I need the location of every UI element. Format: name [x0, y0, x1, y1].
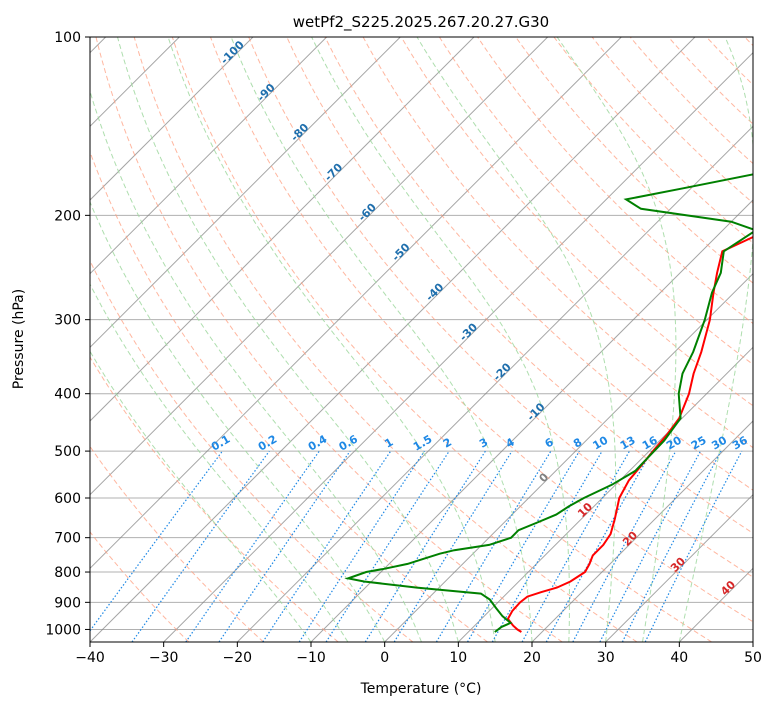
y-tick-label: 300 [54, 313, 81, 329]
y-tick-label: 600 [54, 491, 81, 507]
x-tick-label: 40 [670, 650, 688, 666]
y-tick-label: 1000 [45, 622, 81, 638]
x-tick-label: 10 [449, 650, 467, 666]
x-tick-label: −30 [149, 650, 179, 666]
y-tick-label: 100 [54, 30, 81, 46]
y-tick-label: 900 [54, 595, 81, 611]
y-tick-label: 200 [54, 208, 81, 224]
x-tick-label: −20 [223, 650, 253, 666]
x-tick-label: −40 [75, 650, 105, 666]
y-tick-label: 400 [54, 387, 81, 403]
x-tick-label: 20 [523, 650, 541, 666]
y-tick-label: 800 [54, 565, 81, 581]
x-axis-label: Temperature (°C) [360, 681, 482, 697]
x-tick-label: −10 [296, 650, 326, 666]
x-tick-label: 30 [597, 650, 615, 666]
y-tick-label: 700 [54, 531, 81, 547]
y-axis-label: Pressure (hPa) [11, 289, 27, 389]
x-tick-label: 0 [380, 650, 389, 666]
y-tick-label: 500 [54, 444, 81, 460]
x-tick-label: 50 [744, 650, 762, 666]
chart-title: wetPf2_S225.2025.267.20.27.G30 [293, 13, 549, 32]
